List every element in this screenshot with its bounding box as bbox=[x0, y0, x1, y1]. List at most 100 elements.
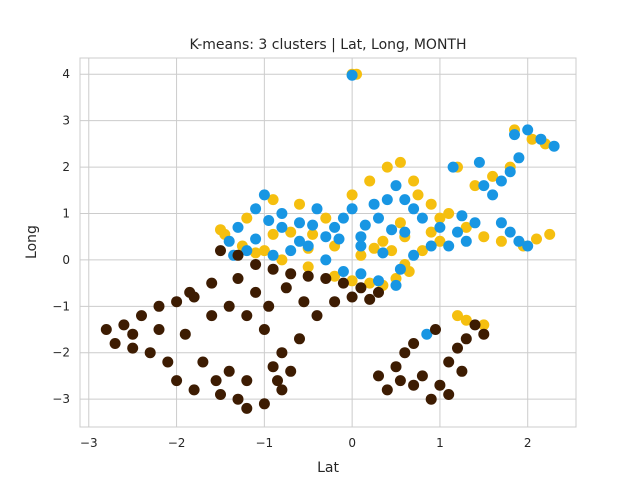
data-point bbox=[223, 235, 235, 247]
data-point bbox=[425, 198, 437, 210]
x-axis-label: Lat bbox=[317, 460, 339, 476]
data-point bbox=[210, 375, 222, 387]
plot-background bbox=[80, 58, 576, 427]
data-point bbox=[294, 333, 305, 345]
data-point bbox=[386, 224, 398, 236]
data-point bbox=[241, 375, 253, 387]
data-point bbox=[513, 235, 525, 247]
data-point bbox=[443, 208, 455, 219]
data-point bbox=[403, 266, 415, 277]
data-point bbox=[276, 347, 288, 359]
data-point bbox=[215, 224, 226, 236]
data-point bbox=[337, 212, 349, 224]
data-point bbox=[504, 166, 516, 178]
data-point bbox=[535, 133, 547, 145]
data-point bbox=[416, 212, 428, 224]
data-point bbox=[118, 319, 130, 331]
x-ticks: −3 −2 −1 0 1 2 bbox=[80, 436, 532, 450]
data-point bbox=[473, 156, 485, 168]
data-point bbox=[478, 319, 490, 331]
data-point bbox=[460, 221, 472, 233]
y-tick-label: −3 bbox=[52, 392, 70, 406]
data-point bbox=[337, 266, 349, 277]
data-point bbox=[526, 133, 538, 145]
data-point bbox=[495, 175, 507, 187]
data-point bbox=[364, 175, 376, 187]
data-point bbox=[548, 140, 560, 152]
data-point bbox=[294, 198, 305, 210]
data-point bbox=[487, 189, 499, 201]
data-point bbox=[241, 212, 253, 224]
data-point bbox=[434, 221, 446, 233]
data-point bbox=[346, 275, 358, 287]
data-point bbox=[232, 393, 244, 405]
data-point bbox=[355, 240, 367, 252]
data-point bbox=[430, 324, 441, 335]
data-point bbox=[100, 324, 112, 335]
data-point bbox=[478, 180, 490, 192]
data-point bbox=[425, 240, 437, 252]
data-point bbox=[355, 231, 367, 243]
data-point bbox=[215, 245, 226, 257]
data-point bbox=[263, 215, 275, 226]
data-point bbox=[452, 226, 463, 238]
data-point bbox=[394, 217, 406, 229]
data-point bbox=[258, 189, 270, 201]
data-point bbox=[460, 333, 472, 345]
data-point bbox=[250, 286, 262, 298]
data-point bbox=[522, 124, 534, 136]
data-point bbox=[416, 370, 428, 382]
data-point bbox=[307, 228, 319, 240]
data-point bbox=[127, 342, 139, 354]
x-tick-label: −2 bbox=[168, 436, 186, 450]
data-point bbox=[434, 212, 446, 224]
data-point bbox=[109, 338, 121, 349]
data-point bbox=[144, 347, 156, 359]
data-point bbox=[272, 375, 283, 387]
data-point bbox=[232, 249, 244, 261]
data-point bbox=[399, 226, 411, 238]
data-point bbox=[460, 235, 472, 247]
y-tick-label: 3 bbox=[62, 114, 70, 128]
data-point bbox=[171, 375, 183, 387]
data-point bbox=[223, 365, 235, 377]
data-point bbox=[495, 217, 507, 229]
data-point bbox=[346, 291, 358, 303]
data-point bbox=[377, 235, 389, 247]
y-tick-label: −1 bbox=[52, 299, 70, 313]
data-point bbox=[267, 249, 279, 261]
data-point bbox=[487, 170, 499, 182]
data-point bbox=[258, 324, 270, 335]
data-point bbox=[267, 263, 279, 275]
data-point bbox=[136, 310, 147, 322]
data-point bbox=[346, 203, 358, 215]
data-point bbox=[408, 379, 420, 391]
data-point bbox=[285, 226, 297, 238]
data-point bbox=[408, 203, 420, 215]
data-point bbox=[522, 240, 534, 252]
data-point bbox=[412, 189, 424, 201]
data-point bbox=[171, 296, 183, 308]
data-point bbox=[452, 310, 463, 322]
data-point bbox=[373, 370, 384, 382]
data-point bbox=[390, 180, 402, 192]
data-point bbox=[223, 300, 235, 312]
data-point bbox=[329, 270, 341, 282]
data-point bbox=[373, 286, 384, 298]
data-point bbox=[250, 247, 262, 259]
data-point bbox=[294, 217, 305, 229]
data-point bbox=[456, 365, 468, 377]
data-point bbox=[153, 324, 165, 335]
data-point bbox=[232, 221, 244, 233]
data-point bbox=[285, 245, 297, 257]
data-point bbox=[509, 129, 520, 141]
data-point bbox=[153, 300, 165, 312]
data-point bbox=[241, 402, 253, 414]
data-point bbox=[337, 277, 349, 289]
data-point bbox=[443, 240, 455, 252]
data-point bbox=[285, 365, 297, 377]
data-point bbox=[355, 249, 367, 261]
data-point bbox=[394, 263, 406, 275]
data-point bbox=[355, 282, 367, 294]
